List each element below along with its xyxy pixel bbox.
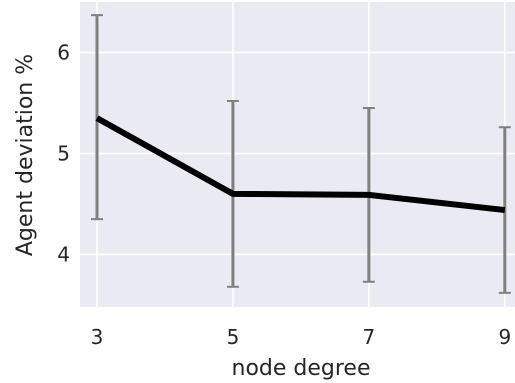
y-axis-label: Agent deviation % (13, 54, 38, 256)
x-tick-label-7: 7 (363, 325, 376, 349)
y-tick-label-4: 4 (57, 242, 70, 266)
x-tick-label-3: 3 (91, 325, 104, 349)
x-tick-label-5: 5 (227, 325, 240, 349)
plot-area (80, 2, 515, 307)
y-tick-label-5: 5 (57, 141, 70, 165)
x-tick-labels: 3 5 7 9 (91, 325, 512, 349)
x-tick-label-9: 9 (498, 325, 511, 349)
x-axis-label: node degree (232, 356, 371, 381)
series-line-0 (95, 115, 506, 214)
series-line-group (95, 115, 506, 214)
y-tick-labels: 4 5 6 (57, 40, 70, 266)
grid (80, 2, 515, 307)
y-tick-label-6: 6 (57, 40, 70, 64)
